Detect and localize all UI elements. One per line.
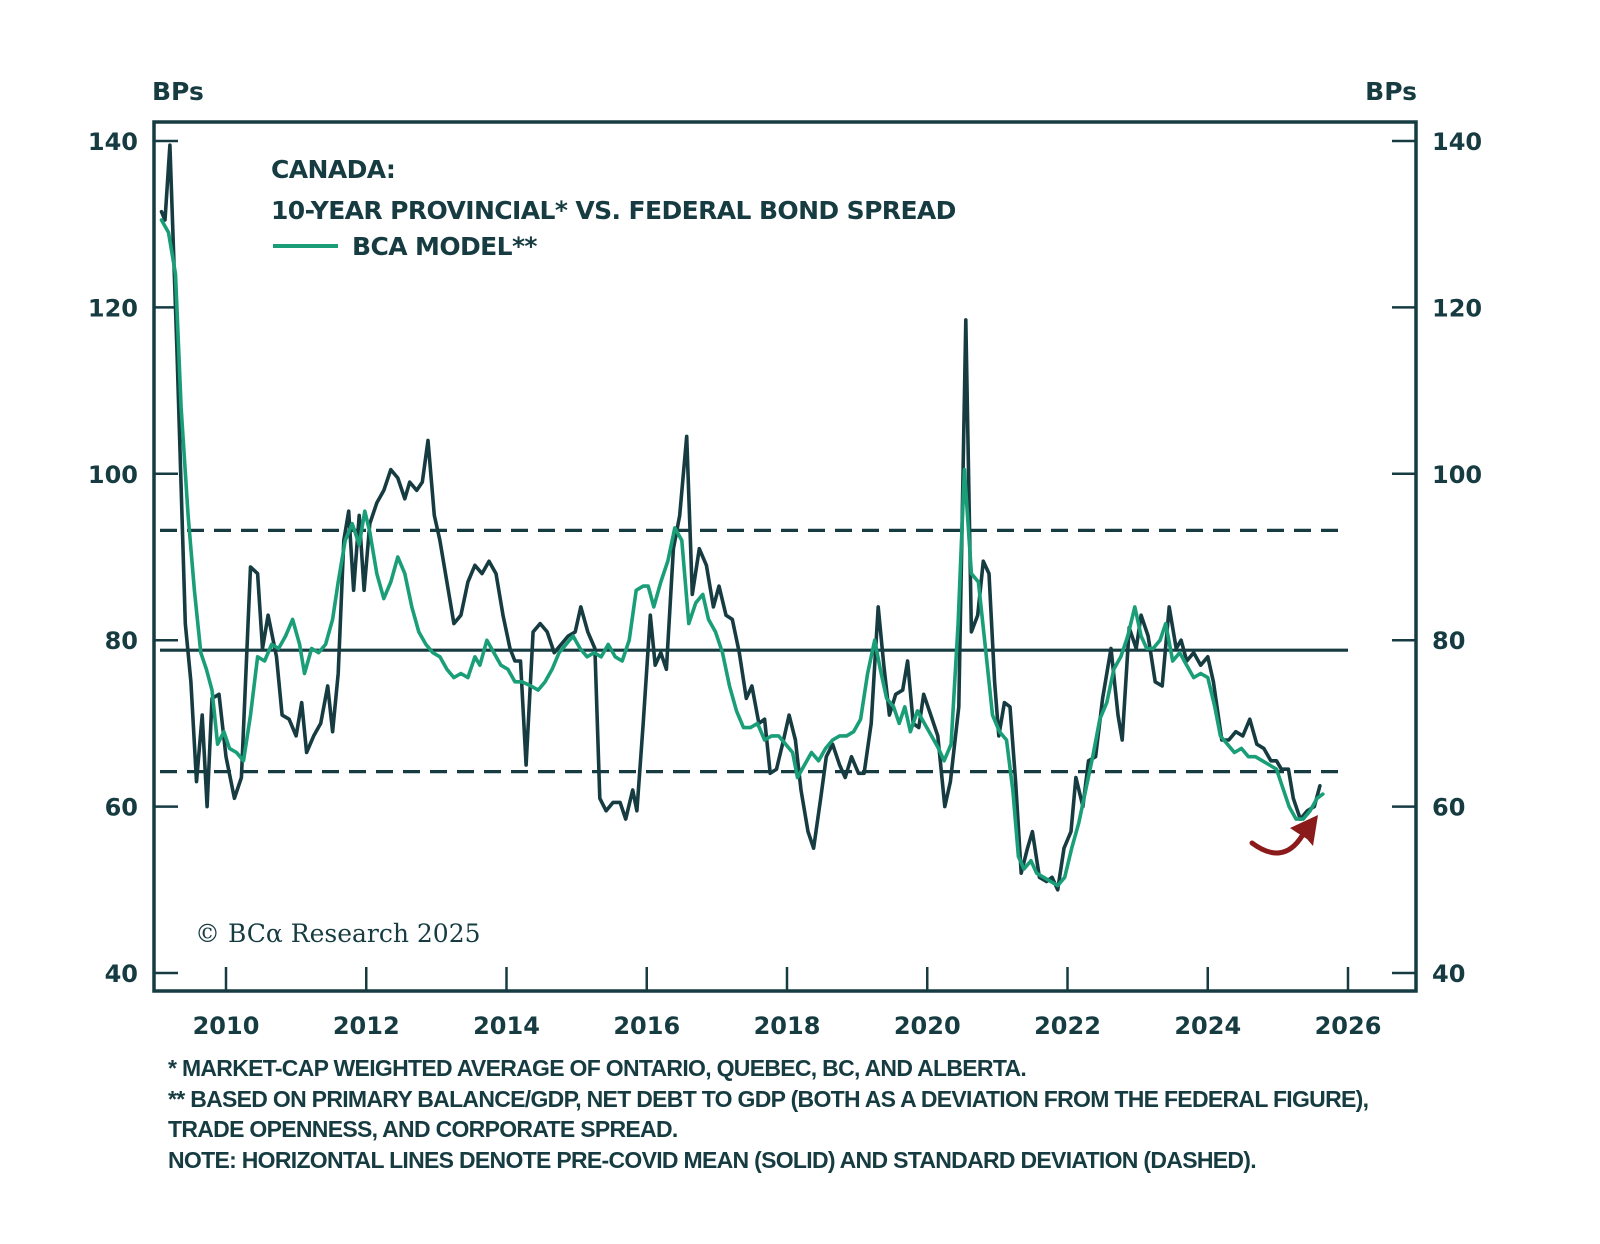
x-tick-label: 2014 — [473, 1012, 540, 1040]
y-axis-left: 40 60 80 100 120 140 — [88, 128, 178, 988]
y-tick-label-left: 100 — [88, 461, 138, 489]
y-tick-label-right: 40 — [1432, 960, 1465, 988]
x-tick-label: 2010 — [193, 1012, 260, 1040]
y-tick-label-left: 140 — [88, 128, 138, 156]
chart-title: CANADA: — [271, 155, 395, 184]
legend-label-model: BCA MODEL** — [352, 232, 537, 261]
x-tick-label: 2016 — [613, 1012, 680, 1040]
y-axis-unit-right: BPs — [1365, 77, 1417, 106]
footnotes: * MARKET-CAP WEIGHTED AVERAGE OF ONTARIO… — [168, 1053, 1398, 1175]
y-tick-label-left: 80 — [105, 627, 138, 655]
x-tick-label: 2020 — [894, 1012, 961, 1040]
bca-model-series-line — [159, 218, 1325, 888]
spread-series-line — [159, 143, 1322, 892]
x-tick-label: 2018 — [754, 1012, 821, 1040]
y-axis-right: 40 60 80 100 120 140 — [1392, 128, 1482, 988]
arrow-curve — [1249, 833, 1305, 856]
footnote-1: * MARKET-CAP WEIGHTED AVERAGE OF ONTARIO… — [168, 1055, 1027, 1081]
y-tick-label-right: 140 — [1432, 128, 1482, 156]
y-tick-label-right: 100 — [1432, 461, 1482, 489]
chart-title-block: CANADA: 10-YEAR PROVINCIAL* VS. FEDERAL … — [271, 155, 956, 261]
x-axis: 2010 2012 2014 2016 2018 2020 2022 2024 2026 — [193, 967, 1382, 1040]
x-tick-label: 2022 — [1034, 1012, 1101, 1040]
copyright-watermark: © BCα Research 2025 — [195, 919, 481, 948]
y-tick-label-right: 120 — [1432, 294, 1482, 322]
plot-frame — [152, 120, 1418, 993]
footnote-2: ** BASED ON PRIMARY BALANCE/GDP, NET DEB… — [168, 1085, 1374, 1143]
y-tick-label-left: 60 — [105, 794, 138, 822]
upturn-arrow-annotation — [1249, 815, 1318, 856]
x-tick-label: 2026 — [1315, 1012, 1382, 1040]
x-tick-label: 2012 — [333, 1012, 400, 1040]
y-tick-label-left: 120 — [88, 294, 138, 322]
chart-subtitle: 10-YEAR PROVINCIAL* VS. FEDERAL BOND SPR… — [271, 196, 956, 225]
y-tick-label-right: 60 — [1432, 794, 1465, 822]
series-layer — [159, 143, 1325, 892]
arrow-head-icon — [1290, 815, 1318, 846]
y-tick-label-left: 40 — [105, 960, 138, 988]
footnote-note: NOTE: HORIZONTAL LINES DENOTE PRE-COVID … — [168, 1146, 1257, 1173]
x-tick-label: 2024 — [1174, 1012, 1241, 1040]
y-axis-unit-left: BPs — [152, 77, 204, 106]
y-tick-label-right: 80 — [1432, 627, 1465, 655]
